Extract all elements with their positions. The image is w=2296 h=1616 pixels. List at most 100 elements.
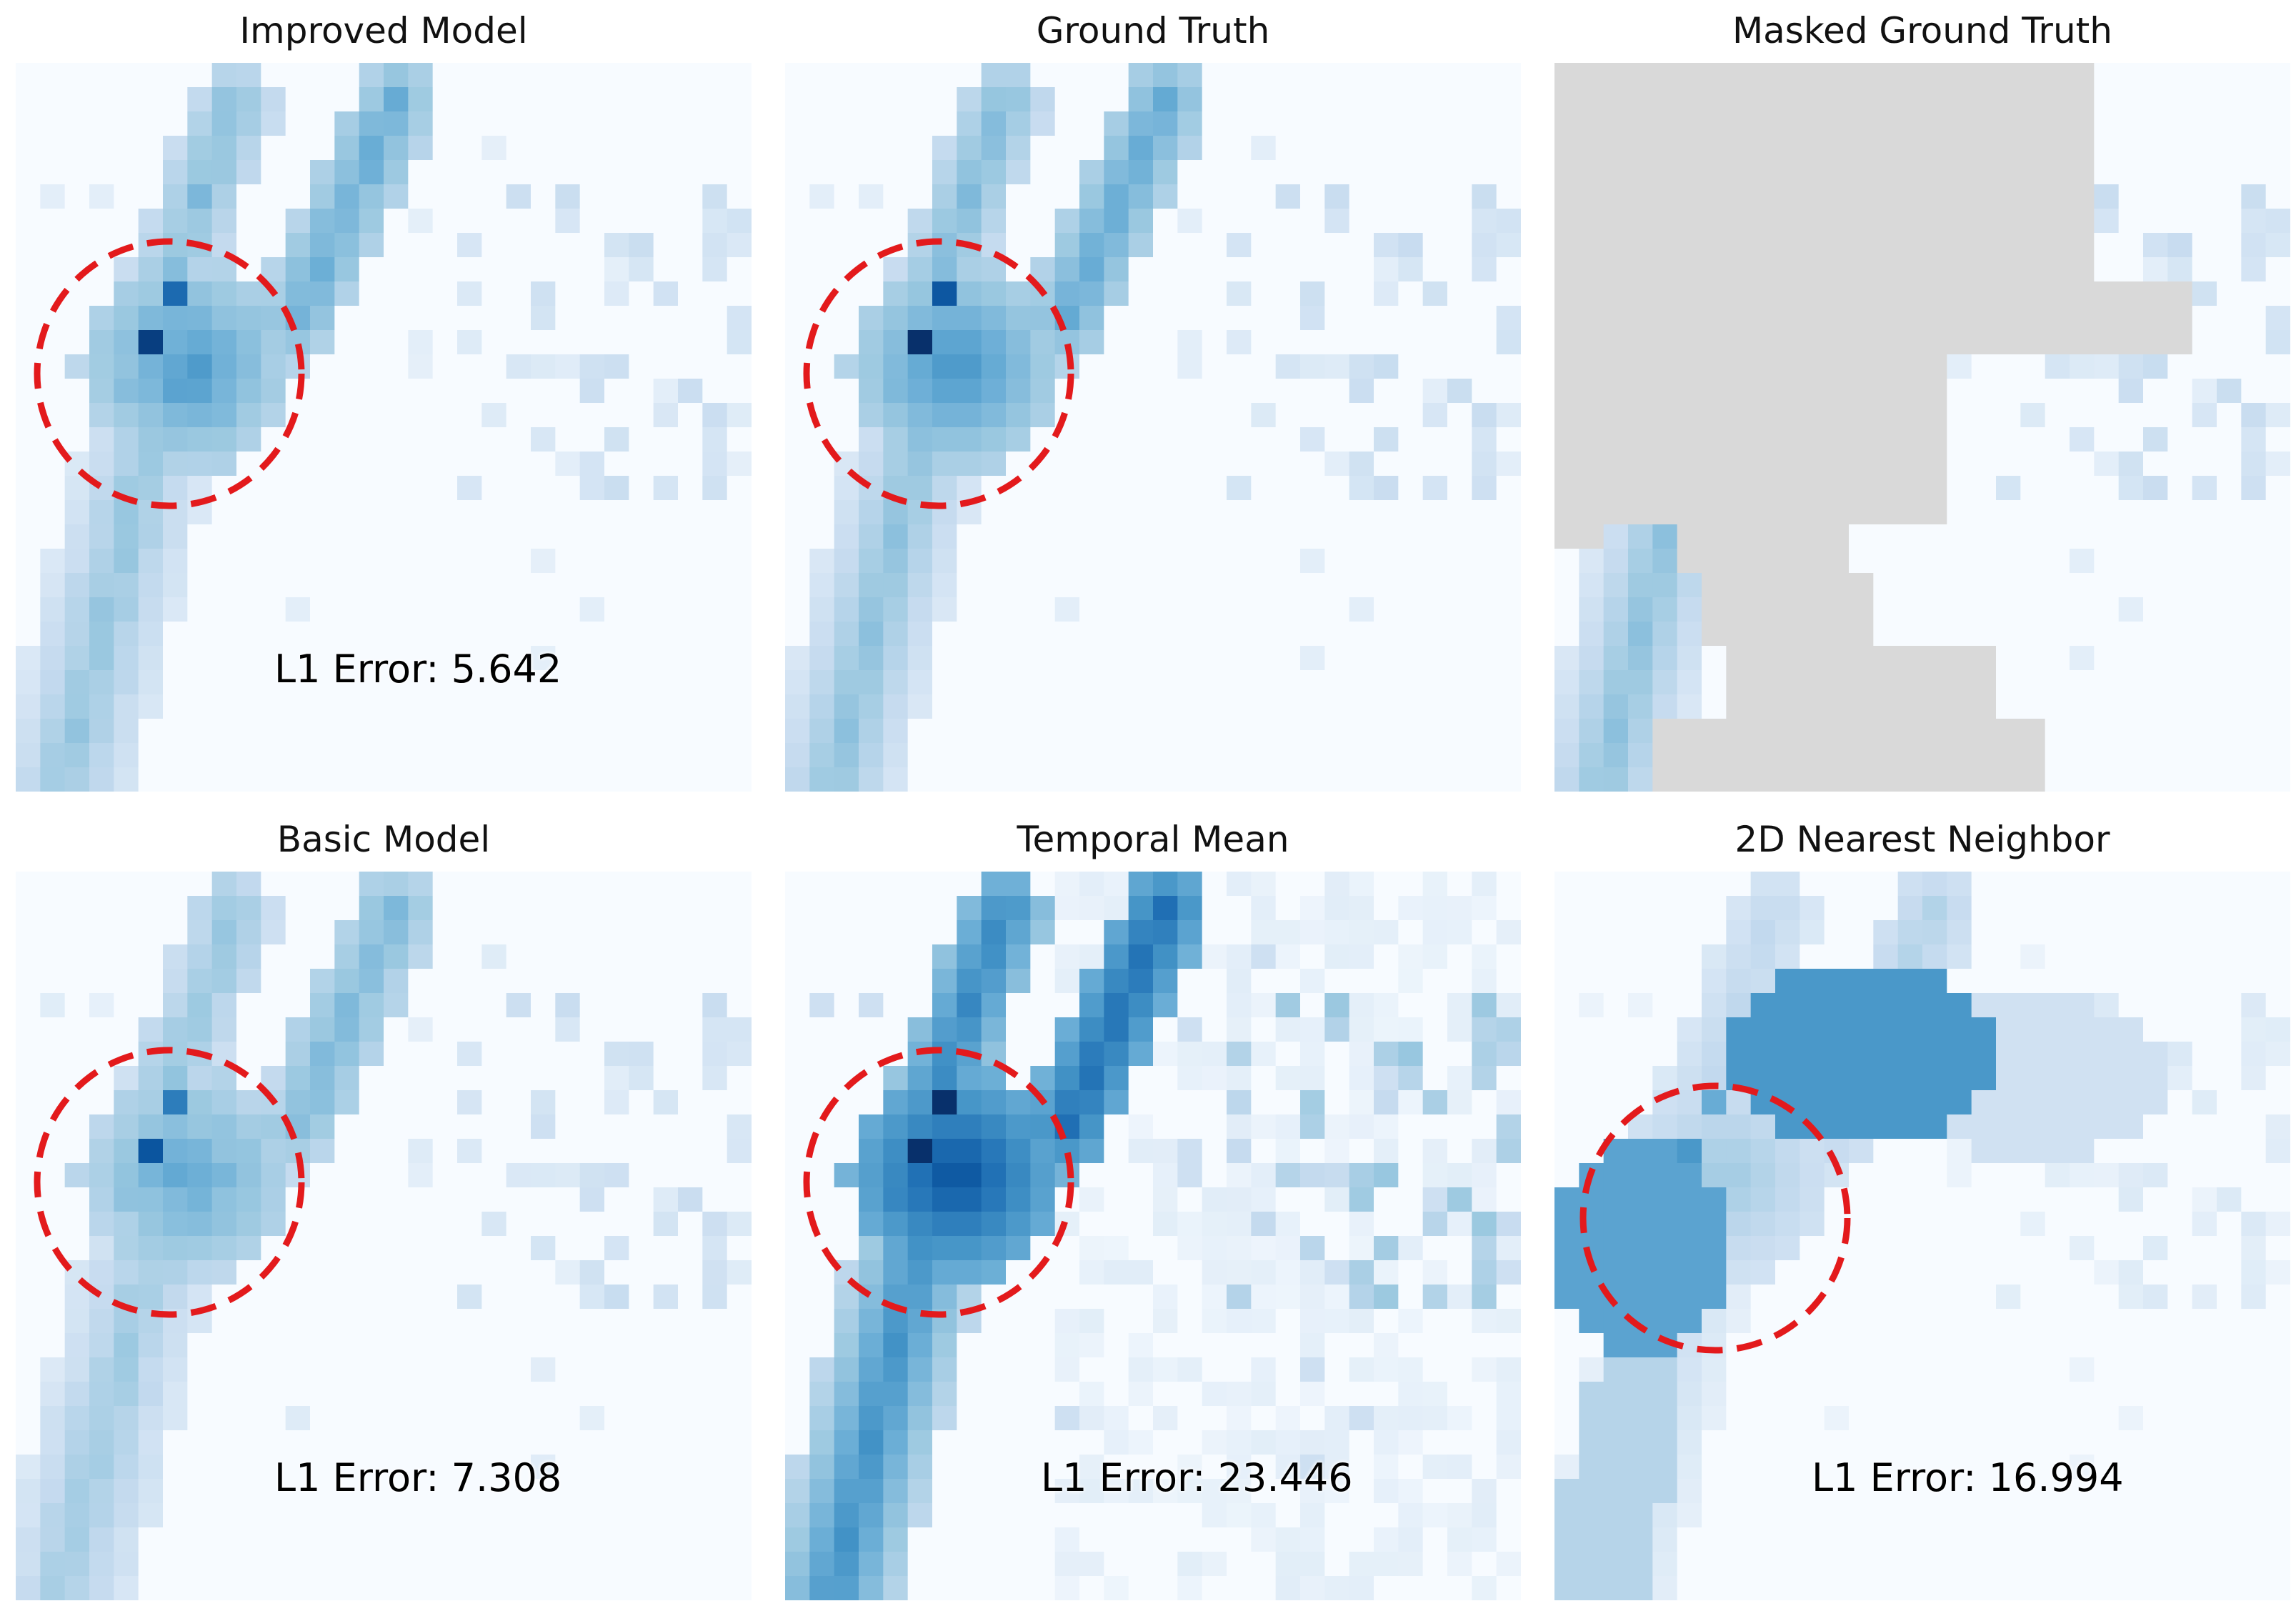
heatmap-cell (1603, 524, 1629, 549)
heatmap-cell (1996, 281, 2021, 306)
heatmap-cell (1030, 184, 1056, 209)
heatmap-cell (2070, 872, 2095, 897)
heatmap-cell (981, 1309, 1007, 1334)
heatmap-cell (432, 281, 458, 306)
heatmap-cell (2020, 184, 2046, 209)
heatmap-cell (678, 719, 703, 744)
heatmap-cell (727, 1260, 752, 1285)
heatmap-cell (1849, 184, 1874, 209)
heatmap-cell (1472, 1090, 1497, 1115)
heatmap-cell (1349, 573, 1374, 598)
heatmap-cell (1947, 920, 1972, 945)
heatmap-cell (1750, 184, 1776, 209)
heatmap-cell (1800, 1163, 1825, 1188)
heatmap-cell (334, 1139, 360, 1164)
heatmap-cell (334, 379, 360, 404)
heatmap-cell (907, 1066, 933, 1091)
heatmap-cell (1652, 111, 1678, 136)
heatmap-cell (629, 1382, 654, 1407)
heatmap-cell (334, 1236, 360, 1261)
heatmap-cell (1947, 354, 1972, 379)
heatmap-cell (2241, 403, 2267, 428)
heatmap-cell (785, 670, 810, 695)
heatmap-cell (727, 1479, 752, 1504)
heatmap-cell (1153, 281, 1178, 306)
heatmap-cell (957, 87, 982, 112)
heatmap-cell (1251, 670, 1277, 695)
heatmap-cell (1652, 993, 1678, 1018)
heatmap-cell (1349, 1333, 1374, 1358)
heatmap-cell (1079, 184, 1104, 209)
heatmap-cell (1104, 1527, 1129, 1552)
heatmap-cell (1652, 476, 1678, 501)
heatmap-cell (1971, 1187, 1997, 1212)
heatmap-cell (1447, 1066, 1472, 1091)
heatmap-cell (89, 257, 114, 282)
heatmap-cell (1054, 524, 1080, 549)
heatmap-cell (310, 549, 335, 574)
heatmap-cell (629, 1552, 654, 1577)
heatmap-cell (334, 1090, 360, 1115)
heatmap-cell (481, 1139, 507, 1164)
heatmap-cell (1554, 1139, 1579, 1164)
heatmap-cell (1750, 87, 1776, 112)
heatmap-cell (1300, 63, 1325, 88)
heatmap-cell (883, 452, 909, 477)
heatmap-cell (1702, 646, 1727, 671)
heatmap-cell (678, 622, 703, 647)
heatmap-cell (1472, 993, 1497, 1018)
heatmap-cell (1128, 1357, 1154, 1382)
heatmap-cell (1726, 597, 1752, 622)
heatmap-cell (187, 767, 213, 792)
heatmap-cell (1275, 160, 1301, 185)
heatmap-cell (1873, 1187, 1899, 1212)
heatmap-cell (981, 160, 1007, 185)
heatmap-cell (2118, 573, 2144, 598)
heatmap-cell (2265, 1114, 2290, 1139)
heatmap-cell (1775, 136, 1800, 161)
heatmap-cell (883, 160, 909, 185)
heatmap-cell (1227, 427, 1252, 452)
heatmap-cell (2045, 597, 2070, 622)
heatmap-cell (1800, 573, 1825, 598)
heatmap-cell (1079, 694, 1104, 719)
heatmap-cell (1251, 427, 1277, 452)
heatmap-cell (2265, 872, 2290, 897)
heatmap-cell (1300, 920, 1325, 945)
heatmap-cell (481, 1479, 507, 1504)
heatmap-cell (1006, 1479, 1031, 1504)
heatmap-cell (785, 306, 810, 331)
heatmap-cell (604, 1187, 629, 1212)
heatmap-cell (1996, 184, 2021, 209)
heatmap-cell (138, 920, 164, 945)
heatmap-cell (1873, 1017, 1899, 1042)
heatmap-cell (1800, 993, 1825, 1018)
heatmap-cell (2045, 670, 2070, 695)
heatmap-cell (604, 1455, 629, 1480)
heatmap-cell (1947, 160, 1972, 185)
heatmap-cell (2217, 136, 2242, 161)
heatmap-cell (1054, 257, 1080, 282)
panel-2d-nearest-neighbor: 2D Nearest Neighbor L1 Error: 16.994 (1554, 809, 2290, 1609)
heatmap-cell (859, 184, 884, 209)
heatmap-cell (310, 1017, 335, 1042)
heatmap-cell (1422, 136, 1448, 161)
heatmap-cell (16, 1552, 41, 1577)
heatmap-cell (236, 1114, 261, 1139)
heatmap-cell (2143, 500, 2168, 525)
heatmap-cell (40, 136, 66, 161)
heatmap-cell (1947, 306, 1972, 331)
heatmap-cell (981, 1576, 1007, 1600)
heatmap-cell (163, 1576, 188, 1600)
heatmap-cell (359, 330, 384, 355)
heatmap-cell (506, 524, 531, 549)
heatmap-cell (727, 896, 752, 921)
heatmap-cell (334, 573, 360, 598)
heatmap-cell (932, 597, 957, 622)
heatmap-cell (2045, 1066, 2070, 1091)
heatmap-cell (1054, 622, 1080, 647)
heatmap-cell (981, 184, 1007, 209)
heatmap-cell (1849, 111, 1874, 136)
heatmap-cell (1300, 597, 1325, 622)
heatmap-cell (907, 719, 933, 744)
